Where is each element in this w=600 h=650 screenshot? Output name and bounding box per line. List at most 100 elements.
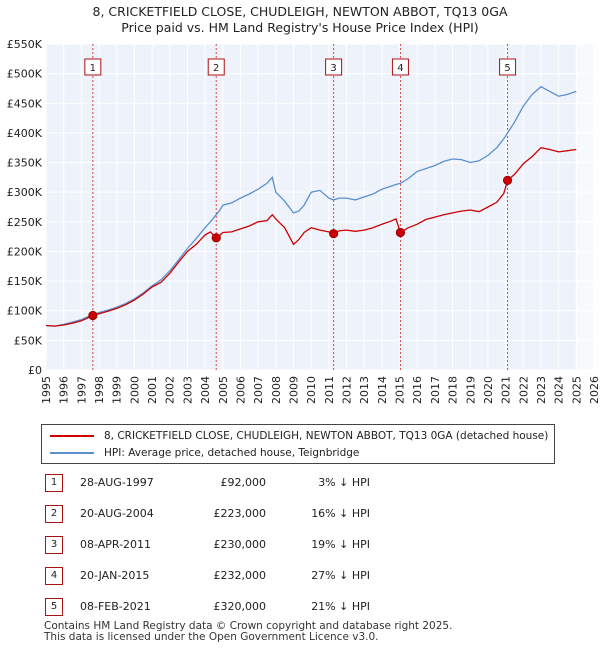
price-chart: £0 £50K £100K £150K £200K £250K £300K £350K £400… (7, 38, 600, 404)
x-tick-label: 2009 (287, 376, 300, 404)
y-tick-label: £200K (7, 245, 43, 258)
sale-number-label: 3 (330, 63, 336, 74)
x-tick-label: 2005 (217, 376, 230, 404)
x-tick-label: 2025 (570, 376, 583, 404)
table-row: 4 20-JAN-2015 £232,000 27% ↓ HPI (0, 566, 600, 586)
y-tick-label: £500K (7, 68, 43, 81)
x-tick-label: 1996 (58, 376, 71, 404)
sale-point (329, 229, 339, 239)
x-tick-label: 2013 (358, 376, 371, 404)
x-tick-label: 2003 (181, 376, 194, 404)
sale-number-label: 4 (397, 63, 403, 74)
transaction-price: £232,000 (213, 569, 267, 582)
y-tick-label: £100K (7, 305, 43, 318)
sale-number-label: 2 (213, 63, 219, 74)
y-tick-label: £250K (7, 216, 43, 229)
y-tick-label: £150K (7, 275, 43, 288)
transaction-date: 28-AUG-1997 (80, 476, 154, 489)
x-tick-label: 2012 (341, 376, 354, 404)
y-tick-label: £0 (28, 364, 42, 377)
x-tick-label: 2022 (517, 376, 530, 404)
transaction-date: 08-FEB-2021 (80, 600, 151, 613)
sale-point (88, 310, 98, 321)
price-paid-line (45, 146, 577, 327)
transaction-number: 4 (45, 567, 63, 585)
x-tick-label: 2016 (411, 376, 424, 404)
sale-number-box (207, 58, 225, 76)
transaction-number: 3 (45, 536, 63, 554)
x-tick-label: 2020 (482, 376, 495, 404)
table-row: 5 08-FEB-2021 £320,000 21% ↓ HPI (0, 597, 600, 617)
x-tick-label: 2021 (500, 376, 513, 404)
sale-point (211, 233, 221, 243)
footer-licence: This data is licensed under the Open Gov… (44, 631, 379, 643)
y-tick-label: £50K (14, 334, 43, 347)
table-row: 2 20-AUG-2004 £223,000 16% ↓ HPI (0, 504, 600, 524)
x-tick-label: 1995 (40, 376, 53, 404)
sale-number-label: 5 (504, 63, 510, 74)
legend-item-hpi: HPI: Average price, detached house, Teig… (50, 445, 359, 461)
future-shade (576, 44, 594, 370)
x-tick-label: 2015 (394, 376, 407, 404)
x-tick-label: 2014 (376, 376, 389, 404)
transaction-price: £223,000 (213, 507, 267, 520)
y-tick-label: £300K (7, 186, 43, 199)
x-tick-label: 1997 (75, 376, 88, 404)
sale-number-box (499, 58, 517, 76)
table-row: 1 28-AUG-1997 £92,000 3% ↓ HPI (0, 473, 600, 493)
y-tick-label: £550K (7, 38, 43, 51)
transaction-hpi-diff: 19% ↓ HPI (311, 538, 370, 551)
sale-number-box (84, 58, 102, 76)
x-tick-label: 1998 (93, 376, 106, 404)
sale-number-box (391, 58, 409, 76)
chart-subtitle: Price paid vs. HM Land Registry's House … (121, 20, 479, 35)
transaction-number: 1 (45, 474, 63, 492)
x-tick-label: 2010 (305, 376, 318, 404)
y-tick-label: £350K (7, 157, 43, 170)
transaction-number: 2 (45, 505, 63, 523)
legend-item-price: 8, CRICKETFIELD CLOSE, CHUDLEIGH, NEWTON… (50, 428, 548, 444)
x-tick-label: 2024 (553, 376, 566, 404)
y-tick-label: £400K (7, 127, 43, 140)
x-tick-label: 2018 (447, 376, 460, 404)
legend-label-hpi: HPI: Average price, detached house, Teig… (104, 447, 360, 459)
x-tick-label: 2001 (146, 376, 159, 404)
transaction-hpi-diff: 3% ↓ HPI (318, 476, 370, 489)
x-tick-label: 2004 (199, 376, 212, 404)
x-tick-label: 2007 (252, 376, 265, 404)
transaction-hpi-diff: 27% ↓ HPI (311, 569, 370, 582)
x-tick-label: 2017 (429, 376, 442, 404)
x-tick-label: 2000 (128, 376, 141, 404)
transaction-date: 20-AUG-2004 (80, 507, 154, 520)
footer-copyright: Contains HM Land Registry data © Crown c… (44, 620, 453, 632)
legend-label-price: 8, CRICKETFIELD CLOSE, CHUDLEIGH, NEWTON… (104, 430, 549, 442)
plot-area (45, 43, 595, 371)
table-row: 3 08-APR-2011 £230,000 19% ↓ HPI (0, 535, 600, 555)
transaction-date: 08-APR-2011 (80, 538, 152, 551)
y-tick-label: £450K (7, 97, 43, 110)
legend: 8, CRICKETFIELD CLOSE, CHUDLEIGH, NEWTON… (41, 424, 555, 464)
transaction-hpi-diff: 16% ↓ HPI (311, 507, 370, 520)
sale-point (395, 227, 406, 238)
transaction-price: £230,000 (213, 538, 267, 551)
hpi-line (45, 85, 577, 327)
x-tick-label: 2002 (164, 376, 177, 404)
legend-swatch-hpi (50, 452, 94, 454)
transaction-price: £320,000 (213, 600, 267, 613)
sale-number-box (325, 58, 343, 76)
chart-title: 8, CRICKETFIELD CLOSE, CHUDLEIGH, NEWTON… (92, 4, 508, 19)
legend-swatch-price (50, 435, 94, 437)
transaction-date: 20-JAN-2015 (80, 569, 150, 582)
x-tick-label: 2011 (323, 376, 336, 404)
x-tick-label: 2006 (234, 376, 247, 404)
transaction-number: 5 (45, 598, 63, 616)
transaction-price: £92,000 (220, 476, 267, 489)
sale-number-label: 1 (90, 63, 96, 74)
transaction-hpi-diff: 21% ↓ HPI (311, 600, 370, 613)
x-tick-label: 1999 (111, 376, 124, 404)
x-tick-label: 2023 (535, 376, 548, 404)
x-tick-label: 2026 (588, 376, 600, 404)
sale-point (502, 175, 513, 185)
x-tick-label: 2019 (464, 376, 477, 404)
x-tick-label: 2008 (270, 376, 283, 404)
